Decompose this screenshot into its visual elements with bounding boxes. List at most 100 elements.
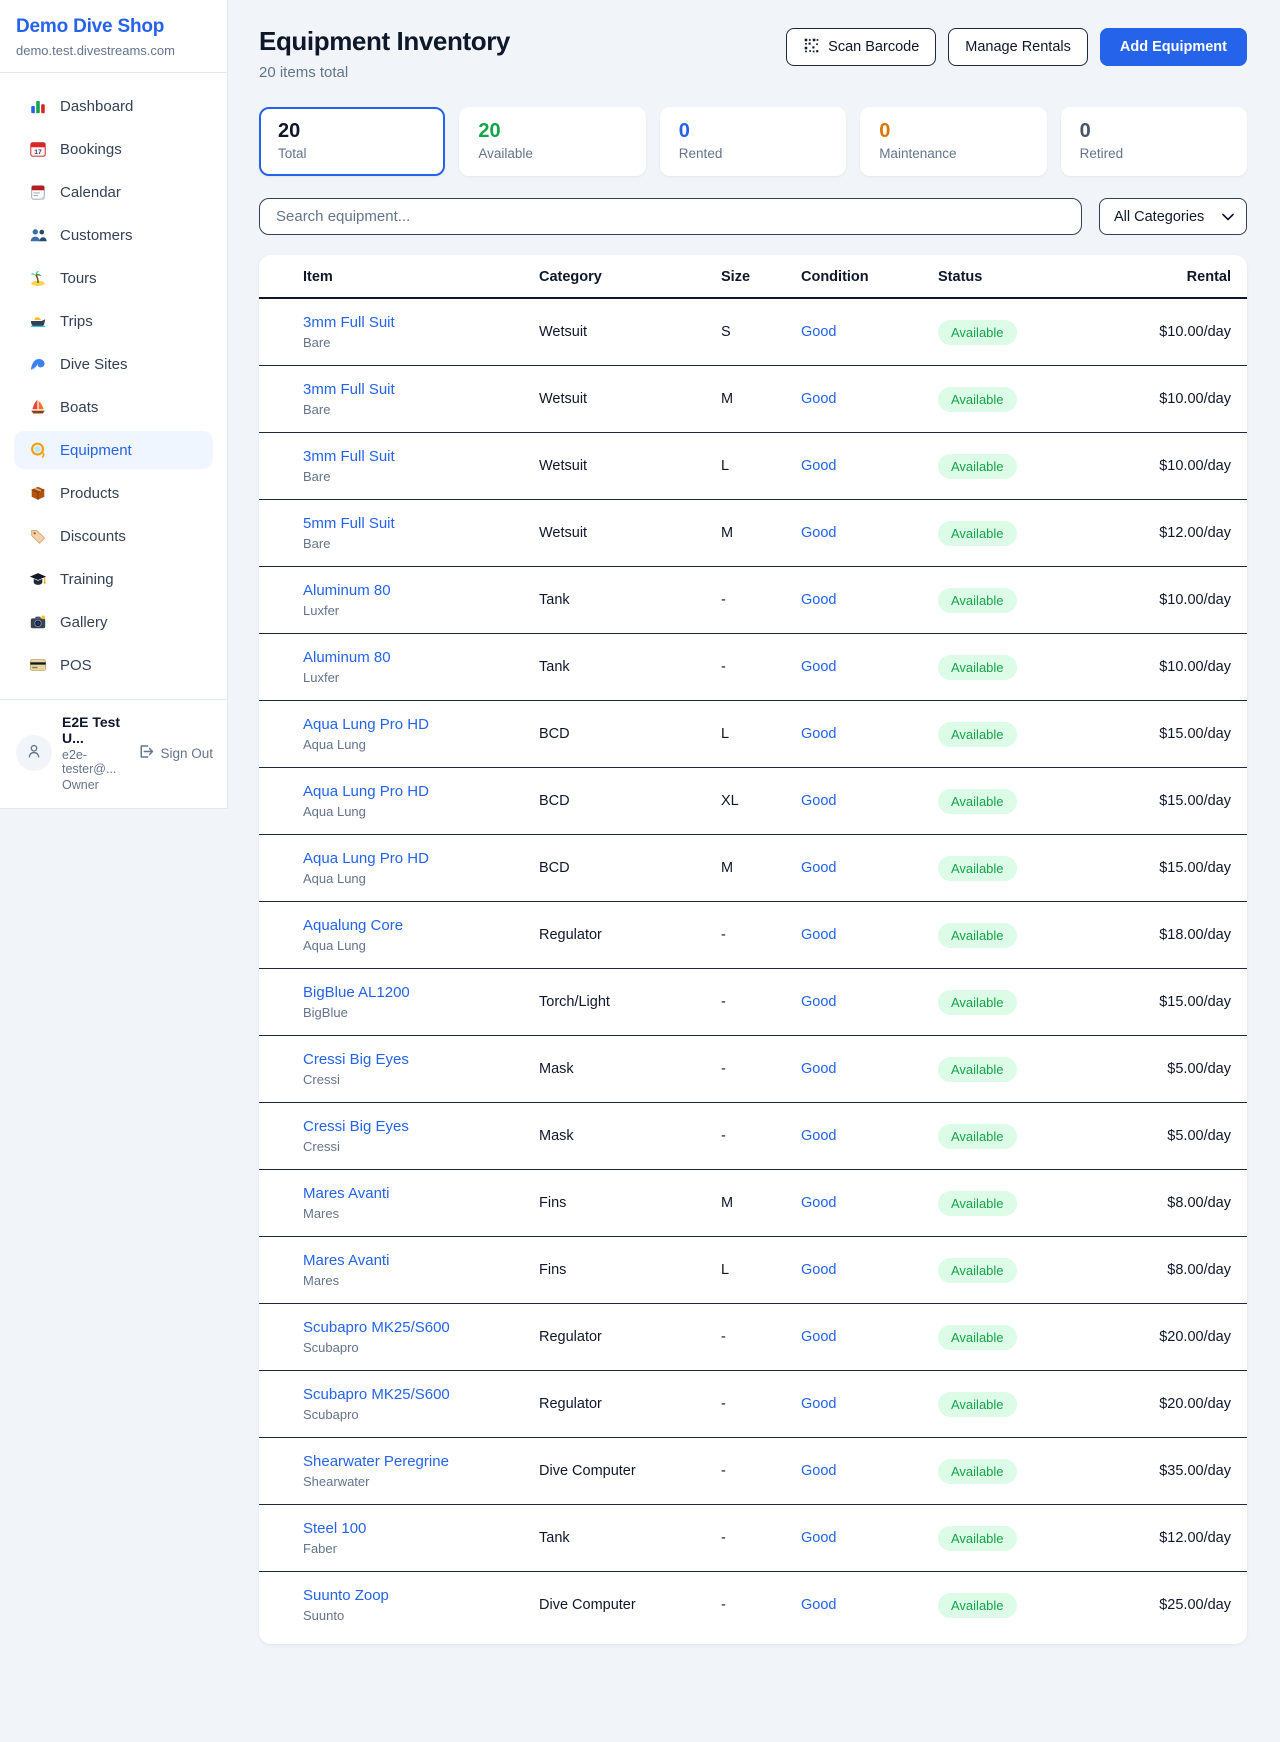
status-badge: Available [938,1257,1017,1283]
sidebar-item-products[interactable]: Products [14,474,213,512]
stat-card-rented[interactable]: 0 Rented [659,107,847,176]
item-name-link[interactable]: Scubapro MK25/S600 [303,1319,450,1336]
search-input[interactable] [259,198,1082,235]
header-actions: Scan Barcode Manage Rentals Add Equipmen… [786,28,1247,66]
condition-link[interactable]: Good [801,1597,837,1613]
table-row: Steel 100 Faber Tank - Good Available $12.00/d… [259,1505,1247,1572]
item-name-link[interactable]: 5mm Full Suit [303,515,395,532]
category-select[interactable]: All Categories [1099,198,1247,235]
condition-link[interactable]: Good [801,592,837,608]
item-name-link[interactable]: Aqua Lung Pro HD [303,850,429,867]
item-name-link[interactable]: Aluminum 80 [303,582,391,599]
stat-label: Maintenance [879,146,957,161]
cell-size: - [721,1396,726,1412]
condition-link[interactable]: Good [801,1463,837,1479]
condition-link[interactable]: Good [801,1195,837,1211]
condition-link[interactable]: Good [801,1530,837,1546]
sidebar-item-trips[interactable]: Trips [14,302,213,340]
item-name-link[interactable]: Aqua Lung Pro HD [303,783,429,800]
item-name-link[interactable]: Shearwater Peregrine [303,1453,449,1470]
cell-status: Available [938,1036,1118,1103]
condition-link[interactable]: Good [801,525,837,541]
item-name-link[interactable]: Cressi Big Eyes [303,1051,409,1068]
table-row: Aqualung Core Aqua Lung Regulator - Good Avai… [259,902,1247,969]
sidebar-item-bookings[interactable]: 17 Bookings [14,130,213,168]
stat-card-maintenance[interactable]: 0 Maintenance [860,107,1047,176]
sign-out-button[interactable]: Sign Out [137,743,213,763]
filter-row: All Categories [259,198,1247,235]
sidebar-item-customers[interactable]: Customers [14,216,213,254]
condition-link[interactable]: Good [801,726,837,742]
sidebar-item-discounts[interactable]: Discounts [14,517,213,555]
package-icon [28,483,48,503]
table-row: 3mm Full Suit Bare Wetsuit L Good Available $1… [259,433,1247,500]
column-header-category: Category [539,255,721,299]
condition-link[interactable]: Good [801,324,837,340]
sidebar-item-dashboard[interactable]: Dashboard [14,87,213,125]
condition-link[interactable]: Good [801,1061,837,1077]
sidebar-item-label: Equipment [60,441,132,459]
condition-link[interactable]: Good [801,1396,837,1412]
item-name-link[interactable]: Mares Avanti [303,1252,390,1269]
cell-item: Mares Avanti Mares [259,1237,539,1304]
cell-status: Available [938,1572,1118,1639]
cell-status: Available [938,1170,1118,1237]
condition-link[interactable]: Good [801,994,837,1010]
condition-link[interactable]: Good [801,391,837,407]
status-badge: Available [938,386,1017,412]
condition-link[interactable]: Good [801,1262,837,1278]
palm-island-icon [28,268,48,288]
item-brand: Mares [303,1273,340,1288]
sidebar-item-pos[interactable]: POS [14,646,213,684]
item-name-link[interactable]: Aqualung Core [303,917,404,934]
sidebar-item-label: Trips [60,312,93,330]
condition-link[interactable]: Good [801,1128,837,1144]
manage-rentals-button[interactable]: Manage Rentals [948,28,1088,66]
condition-link[interactable]: Good [801,458,837,474]
item-name-link[interactable]: BigBlue AL1200 [303,984,410,1001]
sidebar-item-calendar[interactable]: Calendar [14,173,213,211]
scan-barcode-label: Scan Barcode [828,39,920,55]
item-brand: Faber [303,1541,337,1556]
condition-link[interactable]: Good [801,860,837,876]
add-equipment-button[interactable]: Add Equipment [1099,28,1247,66]
item-name-link[interactable]: Scubapro MK25/S600 [303,1386,450,1403]
item-name-link[interactable]: Cressi Big Eyes [303,1118,409,1135]
cell-status: Available [938,1304,1118,1371]
sidebar-item-dive-sites[interactable]: Dive Sites [14,345,213,383]
table-row: Aqua Lung Pro HD Aqua Lung BCD XL Good Availa… [259,768,1247,835]
condition-link[interactable]: Good [801,659,837,675]
item-name-link[interactable]: Aluminum 80 [303,649,391,666]
item-name-link[interactable]: 3mm Full Suit [303,314,395,331]
sidebar-item-tours[interactable]: Tours [14,259,213,297]
brand-block: Demo Dive Shop demo.test.divestreams.com [0,0,227,73]
condition-link[interactable]: Good [801,927,837,943]
stat-card-retired[interactable]: 0 Retired [1060,107,1247,176]
scan-barcode-button[interactable]: Scan Barcode [786,28,937,66]
sidebar-item-training[interactable]: Training [14,560,213,598]
cell-category: Fins [539,1195,567,1211]
stat-card-available[interactable]: 20 Available [459,107,646,176]
cell-condition: Good [801,1572,938,1639]
condition-link[interactable]: Good [801,793,837,809]
sidebar-item-boats[interactable]: Boats [14,388,213,426]
sidebar-item-gallery[interactable]: Gallery [14,603,213,641]
condition-link[interactable]: Good [801,1329,837,1345]
cell-category: Mask [539,1061,574,1077]
item-name-link[interactable]: 3mm Full Suit [303,381,395,398]
item-name-link[interactable]: Suunto Zoop [303,1587,389,1604]
item-name-link[interactable]: Aqua Lung Pro HD [303,716,429,733]
item-name-link[interactable]: Mares Avanti [303,1185,390,1202]
status-badge: Available [938,989,1017,1015]
cell-status: Available [938,433,1118,500]
sidebar-item-label: Calendar [60,183,121,201]
add-equipment-label: Add Equipment [1119,39,1227,55]
stat-value: 20 [278,120,301,142]
item-name-link[interactable]: 3mm Full Suit [303,448,395,465]
stat-value: 0 [678,120,690,142]
sidebar-item-equipment[interactable]: Equipment [14,431,213,469]
sidebar-item-label: Training [60,570,114,588]
equipment-table: Item Category Size Condition Status Rental 3m… [259,255,1247,1638]
stat-card-total[interactable]: 20 Total [259,107,446,176]
item-name-link[interactable]: Steel 100 [303,1520,367,1537]
